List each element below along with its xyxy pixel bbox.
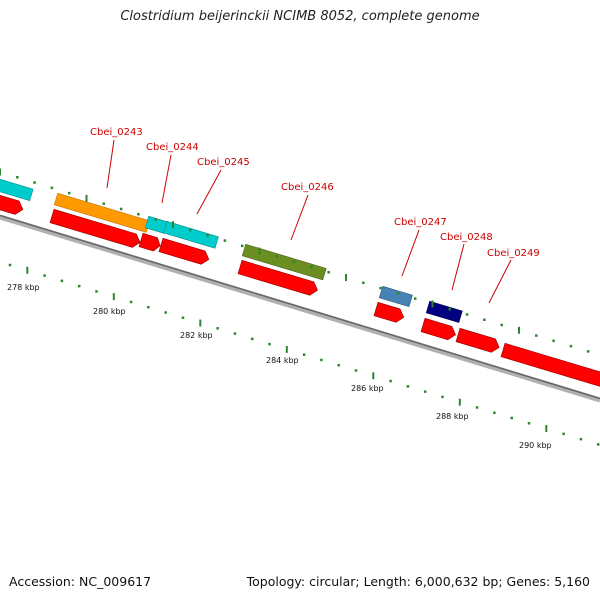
- map-title: Clostridium beijerinckii NCIMB 8052, com…: [120, 9, 480, 24]
- kbp-label: 290 kbp: [519, 441, 552, 450]
- leader-line: [488, 259, 512, 304]
- cds-arrow: [420, 317, 456, 341]
- gene-label: Cbei_0246: [281, 182, 334, 193]
- lower-tick-row: [8, 263, 600, 446]
- gene-bar-cbei-0248: [425, 300, 463, 323]
- gene-label: Cbei_0243: [90, 127, 143, 138]
- leader-line: [451, 243, 465, 291]
- gene-label: Cbei_0245: [197, 157, 250, 168]
- upper-tick-row: [0, 168, 590, 353]
- label-leaders: [106, 139, 512, 304]
- leader-line: [161, 154, 172, 204]
- kbp-label: 278 kbp: [7, 283, 40, 292]
- leader-line: [196, 169, 222, 215]
- cds-track: [0, 194, 600, 388]
- accession-text: Accession: NC_009617: [9, 574, 152, 589]
- gene-label: Cbei_0249: [487, 248, 540, 259]
- gene-bar-cbei-0246: [241, 243, 327, 281]
- kbp-label: 286 kbp: [351, 384, 384, 393]
- gene-bar-cbei-0245: [162, 220, 219, 249]
- gene-bar-previous: [0, 177, 34, 202]
- kbp-labels: 278 kbp 280 kbp 282 kbp 284 kbp 286 kbp …: [7, 283, 552, 450]
- gene-label: Cbei_0247: [394, 217, 447, 228]
- cds-arrow: [500, 342, 600, 388]
- cds-arrow: [373, 301, 405, 323]
- cds-arrow: [0, 194, 24, 215]
- cds-arrow: [158, 237, 210, 265]
- gene-label: Cbei_0244: [146, 142, 199, 153]
- gene-label: Cbei_0248: [440, 232, 493, 243]
- gene-bar-cbei-0247: [378, 285, 413, 308]
- cds-arrow: [138, 232, 161, 252]
- kbp-label: 282 kbp: [180, 331, 213, 340]
- gene-bars: [0, 177, 463, 323]
- cds-arrow: [49, 208, 141, 248]
- cds-arrow: [237, 259, 318, 296]
- kbp-label: 280 kbp: [93, 307, 126, 316]
- cds-arrow: [455, 327, 500, 353]
- genome-backbone: [0, 214, 600, 403]
- gene-labels: Cbei_0243 Cbei_0244 Cbei_0245 Cbei_0246 …: [90, 127, 540, 259]
- leader-line: [106, 139, 115, 189]
- leader-line: [401, 229, 420, 277]
- kbp-label: 288 kbp: [436, 412, 469, 421]
- kbp-label: 284 kbp: [266, 356, 299, 365]
- leader-line: [290, 194, 309, 241]
- topology-text: Topology: circular; Length: 6,000,632 bp…: [246, 574, 590, 589]
